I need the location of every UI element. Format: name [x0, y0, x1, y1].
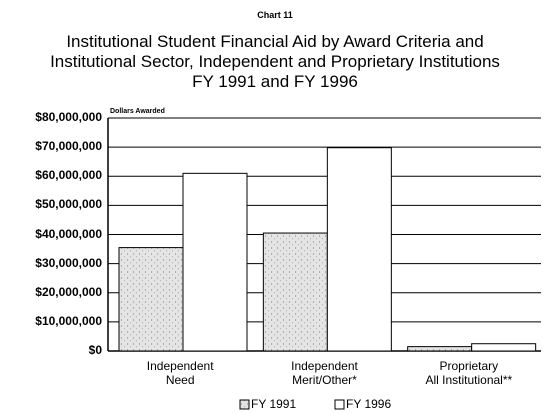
y-axis-label: Dollars Awarded [110, 108, 165, 115]
bar [118, 247, 184, 352]
legend-label: FY 1996 [346, 397, 392, 411]
y-tick-label: $70,000,000 [35, 139, 102, 154]
bar [262, 232, 328, 352]
x-tick-label: Independent Merit/Other* [291, 359, 358, 387]
y-tick-label: $80,000,000 [35, 110, 102, 124]
chart-label: Chart 11 [257, 10, 293, 20]
y-tick-label: $60,000,000 [35, 168, 102, 183]
bar [182, 172, 248, 352]
bar [471, 343, 537, 352]
y-tick-label: $20,000,000 [35, 284, 102, 299]
legend-swatch [334, 399, 345, 410]
legend-swatch [239, 399, 250, 410]
y-tick-label: $0 [88, 343, 102, 357]
chart-title: Institutional Student Financial Aid by A… [50, 32, 500, 91]
bar [407, 346, 473, 352]
bar [326, 147, 392, 352]
x-tick-label: Independent Need [146, 359, 214, 387]
y-tick-label: $30,000,000 [35, 255, 102, 270]
y-tick-label: $50,000,000 [35, 197, 102, 212]
legend-label: FY 1991 [251, 397, 297, 411]
x-tick-label: Proprietary All Institutional** [425, 359, 513, 387]
y-tick-label: $10,000,000 [35, 313, 102, 328]
y-tick-label: $40,000,000 [35, 226, 102, 241]
